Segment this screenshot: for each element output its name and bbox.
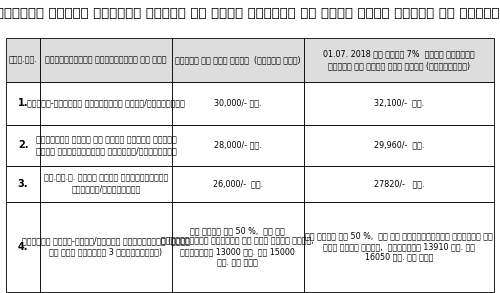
Bar bbox=[6, 166, 40, 202]
Text: 26,000/-  रु.: 26,000/- रु. bbox=[212, 179, 263, 188]
Bar bbox=[6, 125, 40, 166]
Bar bbox=[304, 81, 494, 125]
Bar bbox=[40, 166, 172, 202]
Bar bbox=[304, 125, 494, 166]
Text: उस राशि का 50 %,  जो कि
स्वतंत्रता सेनानी के लिए लागू होती,
अर्थात् 13000 रु. से: उस राशि का 50 %, जो कि स्वतंत्रता सेनानी… bbox=[162, 226, 314, 267]
Text: 4.: 4. bbox=[18, 241, 28, 252]
Bar bbox=[6, 202, 40, 292]
Text: 3.: 3. bbox=[18, 178, 28, 189]
Text: 29,960/-  रु.: 29,960/- रु. bbox=[374, 141, 424, 150]
Text: स्वतंत्रता सैनिक सम्मान योजना के अधीन प्रदान की जाने वाली पेंशन की मासिक राशि: स्वतंत्रता सैनिक सम्मान योजना के अधीन प्… bbox=[0, 7, 500, 20]
Text: आइ.एन.ए. समेत अन्य स्वतंत्रता
सेनानी/विवाहिनी: आइ.एन.ए. समेत अन्य स्वतंत्रता सेनानी/विव… bbox=[44, 174, 168, 193]
Bar bbox=[6, 38, 40, 81]
Text: स्वतंत्रता सेनानियों की अणि: स्वतंत्रता सेनानियों की अणि bbox=[46, 55, 167, 64]
Text: आश्रित माता-पिता/पात्र पुत्रियां (किसी
भी समय अधिकतम 3 पुत्रियां): आश्रित माता-पिता/पात्र पुत्रियां (किसी भ… bbox=[22, 237, 190, 256]
Bar bbox=[304, 202, 494, 292]
Text: पूर्व-अंडमान राजनीतिक कैदी/विवाहिनी: पूर्व-अंडमान राजनीतिक कैदी/विवाहिनी bbox=[27, 99, 185, 108]
Text: 32,100/-  रु.: 32,100/- रु. bbox=[374, 99, 424, 108]
Bar bbox=[172, 202, 304, 292]
Bar bbox=[172, 38, 304, 81]
Bar bbox=[304, 38, 494, 81]
Text: 28,000/- रु.: 28,000/- रु. bbox=[214, 141, 262, 150]
Text: 01.07. 2018 से लागू 7%  डीआर जोड़कर
पेंशन की बढ़ी हुई राशि (प्रतिमाह): 01.07. 2018 से लागू 7% डीआर जोड़कर पेंशन… bbox=[323, 50, 474, 70]
Bar bbox=[172, 125, 304, 166]
Bar bbox=[6, 81, 40, 125]
Text: 30,000/- रु.: 30,000/- रु. bbox=[214, 99, 262, 108]
Bar bbox=[40, 125, 172, 166]
Text: 2.: 2. bbox=[18, 140, 28, 150]
Bar bbox=[304, 166, 494, 202]
Bar bbox=[172, 81, 304, 125]
Text: उस राशि का 50 %,  जो कि स्वतंत्रता सेनानी के
लिए लागू होती,  अर्थात् 13910 रु. स: उस राशि का 50 %, जो कि स्वतंत्रता सेनानी… bbox=[305, 231, 492, 262]
Bar bbox=[40, 38, 172, 81]
Text: 27820/-   रु.: 27820/- रु. bbox=[374, 179, 424, 188]
Text: पेंशन की मूल राशि  (प्रति माह): पेंशन की मूल राशि (प्रति माह) bbox=[175, 55, 300, 64]
Text: 1.: 1. bbox=[18, 98, 28, 108]
Bar bbox=[172, 166, 304, 202]
Bar bbox=[40, 202, 172, 292]
Text: ब्रिटिश भारत के बाहर पालना भोगने
वाले स्वतंत्रता सेनानी/विवाहिनी: ब्रिटिश भारत के बाहर पालना भोगने वाले स्… bbox=[36, 135, 176, 155]
Bar bbox=[40, 81, 172, 125]
Text: क्र.सं.: क्र.सं. bbox=[8, 55, 38, 64]
